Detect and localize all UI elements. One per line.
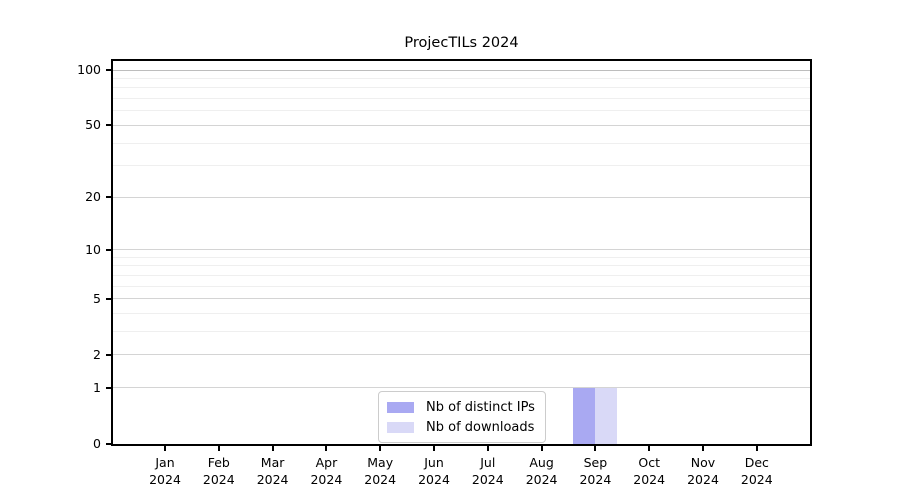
x-tick-label: Apr 2024 (296, 455, 356, 488)
y-tick (106, 443, 111, 445)
y-gridline-major (113, 298, 810, 300)
x-tick (540, 446, 543, 451)
y-gridline-major (113, 69, 810, 71)
x-tick-label: Feb 2024 (189, 455, 249, 488)
x-tick (433, 446, 435, 451)
y-gridline-minor (113, 165, 810, 167)
x-tick-label-month: Oct (638, 455, 660, 470)
plot-area (111, 59, 812, 446)
y-gridline-minor (113, 256, 810, 258)
x-tick (594, 446, 597, 451)
y-tick-label: 0 (93, 436, 101, 451)
y-tick (106, 124, 111, 127)
x-tick-label-year: 2024 (471, 471, 504, 487)
y-gridline-minor (113, 265, 810, 267)
y-gridline-minor (113, 274, 810, 276)
x-tick-label-month: Mar (260, 455, 285, 470)
x-tick-label-year: 2024 (579, 471, 612, 487)
y-gridline-minor (113, 87, 810, 89)
x-tick (755, 446, 758, 451)
y-tick (106, 196, 111, 199)
y-tick-label: 5 (93, 290, 101, 306)
y-gridline-major (113, 354, 810, 356)
x-tick-label-year: 2024 (633, 471, 666, 487)
x-tick (217, 446, 220, 451)
y-tick-label: 10 (85, 241, 101, 257)
x-tick (325, 446, 328, 451)
x-tick-label-year: 2024 (202, 471, 235, 487)
x-tick-label-year: 2024 (740, 471, 773, 487)
y-tick (106, 297, 111, 300)
x-tick-label-year: 2024 (149, 471, 181, 487)
x-tick-label-year: 2024 (525, 471, 558, 487)
y-gridline-minor (113, 110, 810, 112)
x-tick-label: May 2024 (350, 455, 410, 488)
x-tick-label: Jul 2024 (458, 455, 518, 488)
legend: Nb of distinct IPs Nb of downloads (378, 391, 546, 443)
legend-swatch-distinct-ips (387, 401, 414, 413)
x-tick-label: Sep 2024 (565, 455, 625, 488)
x-tick (648, 446, 651, 451)
x-tick (379, 446, 382, 451)
x-tick-label-month: Nov (690, 455, 716, 470)
x-tick (164, 446, 166, 451)
y-gridline-major (113, 387, 810, 389)
x-tick-label: Jan 2024 (135, 455, 195, 488)
y-tick-label: 50 (85, 117, 101, 133)
y-tick-label: 2 (93, 346, 101, 362)
y-tick (106, 69, 111, 71)
y-gridline-major (113, 124, 810, 126)
y-gridline-minor (113, 285, 810, 287)
x-tick-label-year: 2024 (310, 471, 343, 487)
x-tick-label-month: Sep (583, 455, 608, 470)
y-gridline-major (113, 196, 810, 198)
legend-swatch-downloads (387, 421, 414, 433)
y-gridline-minor (113, 77, 810, 79)
y-tick-label: 20 (85, 189, 101, 205)
legend-entry-downloads: Nb of downloads (387, 417, 535, 437)
y-gridline-minor (113, 98, 810, 100)
x-tick-label: Aug 2024 (512, 455, 572, 488)
x-tick-label-month: Aug (529, 455, 554, 470)
x-tick-label-year: 2024 (687, 471, 719, 487)
x-tick (702, 446, 704, 451)
chart-title: ProjecTILs 2024 (404, 35, 519, 51)
y-tick-label: 100 (77, 62, 101, 77)
y-gridline-major (113, 249, 810, 251)
x-tick-label-month: Apr (315, 455, 338, 470)
y-gridline-minor (113, 313, 810, 315)
x-tick-label-year: 2024 (418, 471, 450, 487)
x-tick-label-year: 2024 (364, 471, 397, 487)
legend-label-distinct-ips: Nb of distinct IPs (426, 399, 535, 415)
y-tick (106, 386, 111, 389)
y-tick (106, 248, 111, 251)
y-tick-label: 1 (93, 379, 101, 395)
x-tick-label-month: Jul (480, 455, 496, 470)
y-gridline-minor (113, 142, 810, 144)
x-tick-label: Jun 2024 (404, 455, 464, 488)
x-tick-label-year: 2024 (256, 471, 289, 487)
y-gridline-minor (113, 331, 810, 333)
x-tick-label-month: Dec (744, 455, 769, 470)
legend-entry-distinct-ips: Nb of distinct IPs (387, 397, 535, 417)
x-tick (271, 446, 274, 451)
x-tick (486, 446, 489, 451)
y-tick (106, 353, 111, 356)
legend-label-downloads: Nb of downloads (426, 419, 535, 435)
x-tick-label: Nov 2024 (673, 455, 733, 488)
x-tick-label: Mar 2024 (243, 455, 303, 488)
bar-distinct-ips (573, 387, 596, 444)
x-tick-label-month: Jan (155, 455, 175, 470)
x-tick-label: Dec 2024 (727, 455, 787, 488)
x-tick-label-month: Feb (207, 455, 230, 470)
x-tick-label-month: May (367, 455, 394, 470)
bar-downloads (595, 387, 618, 444)
x-tick-label-month: Jun (424, 455, 444, 470)
x-tick-label: Oct 2024 (619, 455, 679, 488)
